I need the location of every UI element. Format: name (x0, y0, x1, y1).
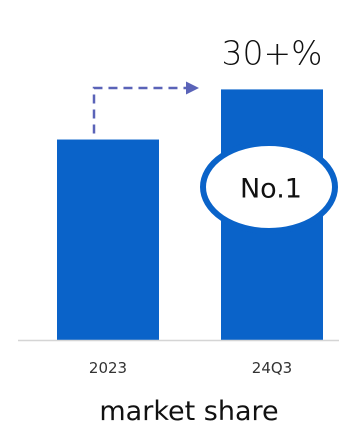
rank-badge (200, 140, 338, 234)
x-axis-title: market share (99, 396, 278, 427)
rank-badge-text: No.1 (240, 174, 302, 205)
bar-2023 (57, 139, 159, 340)
value-label-24q3: 30+% (222, 33, 323, 72)
growth-arrow (92, 86, 186, 134)
tick-label-24q3: 24Q3 (252, 359, 292, 377)
tick-label-2023: 2023 (89, 359, 127, 377)
growth-arrowhead (186, 81, 199, 95)
